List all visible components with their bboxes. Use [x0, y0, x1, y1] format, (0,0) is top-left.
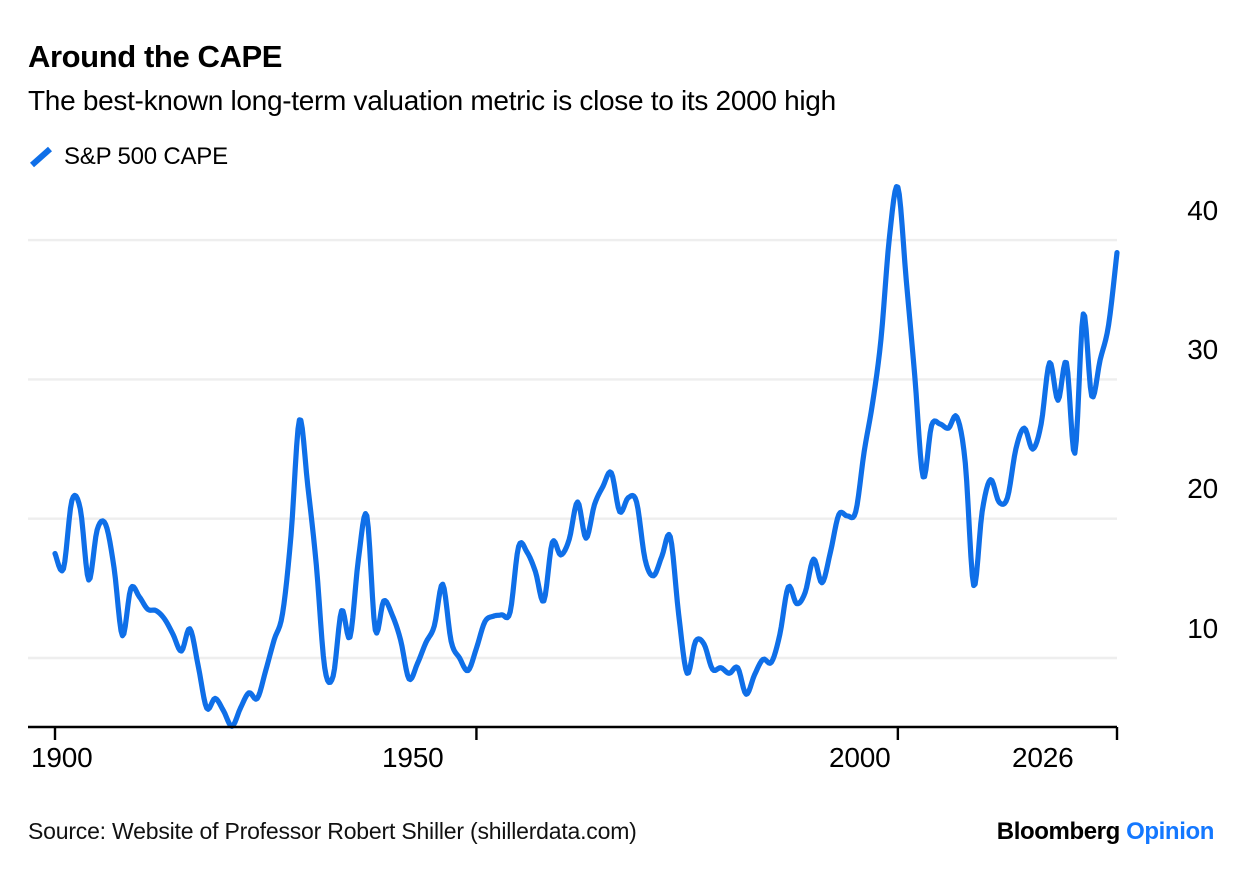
legend-item-label: S&P 500 CAPE — [64, 143, 228, 170]
x-tick-label-2000: 2000 — [829, 742, 891, 773]
y-tick-label-40: 40 — [1187, 195, 1218, 226]
y-tick-label-10: 10 — [1187, 613, 1218, 644]
bloomberg-opinion-logo: Bloomberg Opinion — [996, 818, 1215, 846]
chart-legend: S&P 500 CAPE — [28, 142, 228, 172]
x-tick-label-2026: 2026 — [1012, 742, 1074, 773]
page-title: Around the CAPE — [28, 39, 283, 74]
page-subtitle: The best-known long-term valuation metri… — [28, 85, 836, 116]
legend-line-icon — [28, 145, 56, 169]
y-tick-label-20: 20 — [1187, 473, 1218, 504]
source-note: Source: Website of Professor Robert Shil… — [28, 818, 637, 844]
x-axis-tick-marks — [53, 727, 1119, 740]
brand-bloomberg: Bloomberg — [996, 818, 1120, 845]
series-line-sp500-cape — [52, 184, 1120, 729]
x-tick-label-1950: 1950 — [382, 742, 444, 773]
y-tick-label-30: 30 — [1187, 334, 1218, 365]
x-tick-label-1900: 1900 — [31, 742, 93, 773]
gridlines — [28, 238, 1117, 660]
brand-opinion: Opinion — [1126, 818, 1214, 845]
